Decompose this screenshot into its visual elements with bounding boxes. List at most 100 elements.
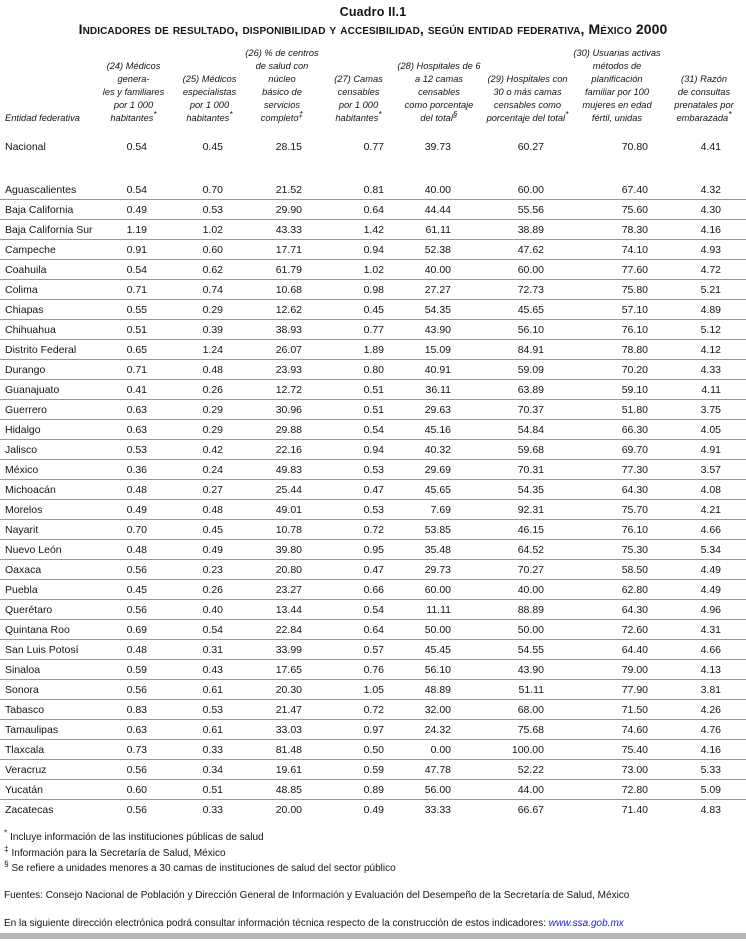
value-cell: 0.98 (322, 279, 395, 300)
value-cell: 4.11 (662, 379, 746, 400)
value-cell: 56.10 (395, 659, 483, 680)
column-header-30: (30) Usuarias activas métodos de planific… (573, 48, 661, 123)
value-cell: 64.30 (572, 599, 662, 620)
value-cell: 40.32 (395, 439, 483, 460)
value-cell: 75.60 (572, 199, 662, 220)
column-header-29: (29) Hospitales con 30 o más camas censabl… (486, 74, 569, 123)
row-label: Tlaxcala (0, 739, 90, 760)
value-cell: 1.05 (322, 679, 395, 700)
value-cell: 49.83 (242, 459, 322, 480)
column-header-27: (27) Camas censables por 1 000 habitantes* (334, 74, 383, 123)
footer-block: * Incluye información de las institucion… (0, 827, 746, 931)
table-row: Zacatecas 0.56 0.33 20.00 0.49 33.33 66.67 71.4… (0, 800, 746, 820)
value-cell: 0.54 (322, 419, 395, 440)
table-row: Michoacán 0.48 0.27 25.44 0.47 45.65 54.35 64.3… (0, 479, 746, 500)
footnote-text: Incluye información de las instituciones… (10, 832, 264, 843)
value-cell: 35.48 (395, 539, 483, 560)
value-cell: 77.90 (572, 679, 662, 700)
value-cell: 0.59 (322, 759, 395, 780)
value-cell: 64.52 (483, 539, 572, 560)
value-cell: 0.48 (177, 359, 242, 380)
value-cell: 0.70 (177, 180, 242, 200)
value-cell: 0.66 (322, 579, 395, 600)
value-cell: 0.49 (90, 499, 177, 520)
value-cell: 72.60 (572, 619, 662, 640)
value-cell: 45.65 (395, 479, 483, 500)
value-cell: 0.23 (177, 559, 242, 580)
value-cell: 64.30 (572, 479, 662, 500)
value-cell: 67.40 (572, 180, 662, 200)
value-cell: 36.11 (395, 379, 483, 400)
value-cell: 17.71 (242, 239, 322, 260)
row-label: Querétaro (0, 599, 90, 620)
value-cell: 75.68 (483, 719, 572, 740)
value-cell: 81.48 (242, 739, 322, 760)
table-row: Nuevo León 0.48 0.49 39.80 0.95 35.48 64.52 75.… (0, 539, 746, 560)
value-cell: 0.77 (322, 319, 395, 340)
row-label: Chihuahua (0, 319, 90, 340)
value-cell: 50.00 (483, 619, 572, 640)
value-cell: 13.44 (242, 599, 322, 620)
national-row: Nacional 0.54 0.45 28.15 0.77 39.73 60.27 70.80… (0, 135, 746, 159)
value-cell: 56.10 (483, 319, 572, 340)
value-cell: 4.26 (662, 699, 746, 720)
row-label: Distrito Federal (0, 339, 90, 360)
value-cell: 0.48 (90, 479, 177, 500)
value-cell: 0.73 (90, 739, 177, 760)
value-cell: 60.00 (395, 579, 483, 600)
table-row: Tlaxcala 0.73 0.33 81.48 0.50 0.00 100.00 75.40… (0, 739, 746, 760)
value-cell: 4.83 (700, 803, 721, 816)
value-cell: 0.62 (177, 259, 242, 280)
value-cell: 38.93 (242, 319, 322, 340)
table-row: Yucatán 0.60 0.51 48.85 0.89 56.00 44.00 72.80 5… (0, 779, 746, 800)
value-cell: 59.68 (483, 439, 572, 460)
value-cell: 0.45 (90, 579, 177, 600)
value-cell: 0.69 (90, 619, 177, 640)
value-cell: 54.35 (483, 479, 572, 500)
value-cell: 58.50 (572, 559, 662, 580)
value-cell: 38.89 (483, 219, 572, 240)
value-cell: 30.96 (242, 399, 322, 420)
link-note: En la siguiente dirección electrónica po… (4, 916, 746, 931)
value-cell: 0.49 (177, 539, 242, 560)
table-row: Coahuila 0.54 0.62 61.79 1.02 40.00 60.00 77.60… (0, 259, 746, 280)
row-label: Baja California Sur (0, 219, 93, 240)
footnote-asterisk: * Incluye información de las institucion… (4, 827, 746, 846)
value-cell: 71.40 (621, 803, 648, 816)
value-cell: 0.43 (177, 659, 242, 680)
table-row: Durango 0.71 0.48 23.93 0.80 40.91 59.09 70.20 4… (0, 359, 746, 380)
value-cell: 78.30 (572, 219, 662, 240)
value-cell: 4.13 (662, 659, 746, 680)
footnote-marker: * (4, 827, 8, 838)
ssa-link[interactable]: www.ssa.gob.mx (548, 917, 624, 929)
row-label: San Luis Potosí (0, 639, 90, 660)
value-cell: 20.30 (242, 679, 322, 700)
value-cell: 0.42 (177, 439, 242, 460)
value-cell: 0.51 (322, 399, 395, 420)
row-label: Oaxaca (0, 559, 90, 580)
value-cell: 4.49 (662, 559, 746, 580)
value-cell: 24.32 (395, 719, 483, 740)
value-cell: 72.73 (483, 279, 572, 300)
value-cell: 92.31 (483, 499, 572, 520)
value-cell: 74.60 (572, 719, 662, 740)
value-cell: 51.80 (572, 399, 662, 420)
value-cell: 4.08 (662, 479, 746, 500)
table-row: Nayarit 0.70 0.45 10.78 0.72 53.85 46.15 76.10 4… (0, 519, 746, 540)
value-cell: 43.33 (242, 219, 322, 240)
value-cell: 0.33 (177, 739, 242, 760)
value-cell: 0.53 (322, 499, 395, 520)
value-cell: 29.73 (395, 559, 483, 580)
value-cell: 0.55 (90, 299, 177, 320)
value-cell: 0.49 (90, 199, 177, 220)
value-cell: 0.36 (90, 459, 177, 480)
row-label: Nacional (5, 141, 46, 153)
column-header-24: (24) Médicos genera-les y familiares por … (102, 61, 165, 123)
row-label: Tamaulipas (0, 719, 90, 740)
value-cell: 0.61 (177, 719, 242, 740)
row-label: Aguascalientes (0, 180, 90, 200)
value-cell: 77.60 (572, 259, 662, 280)
value-cell: 0.26 (177, 579, 242, 600)
value-cell: 84.91 (483, 339, 572, 360)
